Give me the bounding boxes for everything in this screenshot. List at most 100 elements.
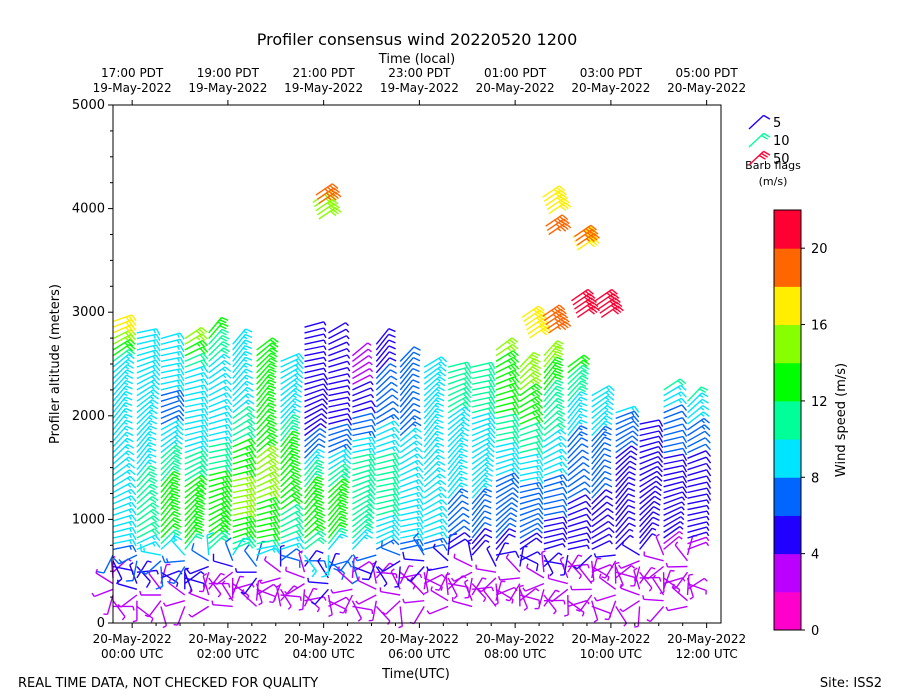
barb-feather [368, 470, 374, 477]
barb-feather [221, 322, 229, 328]
barb-shaft [663, 516, 682, 528]
barb-feather [171, 489, 179, 494]
barb-half-feather [508, 378, 512, 383]
barb-half-feather [559, 462, 563, 467]
barb-shaft [423, 356, 442, 368]
wind-barb [471, 499, 492, 516]
barb-feather [247, 393, 255, 399]
barb-feather [173, 504, 181, 510]
barb-shaft [352, 367, 371, 380]
barb-feather [197, 491, 204, 497]
barb-half-feather [586, 538, 590, 544]
barb-shaft [376, 476, 397, 482]
barb-feather [460, 470, 468, 475]
barb-feather [366, 528, 374, 534]
barb-feather [533, 385, 540, 391]
barb-feather [366, 523, 374, 529]
barb-feather [488, 397, 493, 405]
wind-barb [232, 374, 254, 391]
barb-shaft [615, 510, 629, 528]
barb-shaft [400, 510, 420, 516]
barb-shaft [615, 487, 629, 505]
barb-shaft [112, 469, 130, 482]
barb-shaft [375, 328, 390, 345]
barb-half-feather [699, 400, 704, 405]
barb-half-feather [169, 486, 174, 490]
wind-barb [450, 571, 473, 582]
barb-shaft [639, 533, 653, 550]
barb-feather [173, 476, 181, 481]
barb-shaft [445, 575, 449, 596]
barb-feather [200, 474, 208, 481]
barb-feather [415, 427, 422, 433]
wind-barb [423, 492, 447, 505]
wind-barb [304, 372, 329, 381]
barb-half-feather [176, 374, 180, 380]
wind-barb [112, 396, 133, 414]
barb-feather [316, 476, 324, 481]
barb-feather [513, 477, 520, 484]
wind-barb [304, 403, 328, 414]
barb-feather [704, 437, 711, 444]
barb-feather [151, 399, 159, 405]
barb-shaft [327, 499, 343, 516]
wind-barb [591, 600, 599, 623]
barb-feather [267, 410, 275, 415]
barb-feather [347, 423, 353, 431]
wind-barb [304, 378, 329, 386]
wind-barb [232, 457, 257, 466]
barb-feather [682, 442, 688, 450]
barb-feather [343, 468, 351, 474]
barb-feather [346, 433, 353, 441]
barb-half-feather [438, 500, 443, 505]
barb-feather [319, 530, 327, 536]
wind-barb [160, 516, 182, 533]
wind-barb [136, 333, 161, 342]
barb-half-feather [151, 375, 156, 380]
barb-feather [419, 522, 424, 530]
barb-feather [173, 481, 181, 487]
barb-half-feather [346, 341, 350, 346]
barb-shaft [375, 420, 395, 431]
barb-feather [173, 470, 181, 476]
barb-shaft [328, 379, 349, 385]
barb-shaft [303, 465, 318, 482]
barb-feather [150, 516, 158, 523]
barb-shaft [256, 527, 277, 534]
wind-barb [280, 523, 305, 534]
barb-feather [464, 532, 471, 538]
barb-feather [630, 450, 638, 456]
barb-half-feather [149, 401, 154, 405]
barb-shaft [332, 588, 353, 594]
barb-shaft [256, 490, 276, 499]
barb-half-feather [577, 554, 583, 557]
barb-shaft [543, 441, 562, 454]
barb-feather [127, 340, 134, 347]
barb-feather [581, 369, 589, 375]
barb-half-feather [706, 499, 710, 504]
wind-barb [495, 492, 519, 505]
barb-shaft [471, 488, 486, 505]
barb-shaft [447, 376, 468, 385]
barb-half-feather [147, 450, 152, 454]
barb-feather [346, 438, 352, 446]
barb-shaft [375, 369, 391, 385]
barb-shaft [327, 468, 345, 482]
barb-half-feather [291, 410, 296, 414]
barb-shaft [261, 577, 281, 585]
wind-barb [328, 458, 352, 471]
barb-feather [633, 420, 640, 428]
barb-feather [706, 481, 712, 489]
barb-shaft [184, 384, 205, 391]
wind-barb [280, 459, 301, 476]
colorbar-bin [774, 591, 801, 631]
wind-barb [495, 395, 520, 404]
barb-shaft [352, 418, 372, 425]
barb-feather [267, 376, 275, 381]
barb-half-feather [510, 478, 515, 483]
wind-barb [136, 394, 160, 408]
barb-feather [328, 190, 335, 197]
barb-feather [347, 418, 353, 426]
barb-shaft [471, 401, 492, 408]
wind-barb [687, 521, 710, 528]
